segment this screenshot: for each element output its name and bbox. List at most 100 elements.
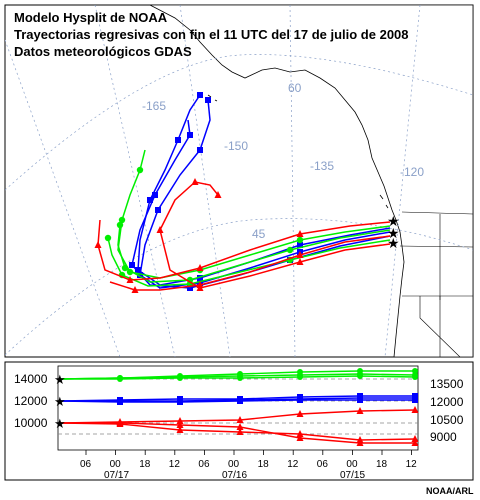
hour-tick-label: 06 (80, 459, 92, 470)
right-altitude-labels: 13500 12000 10500 9000 (430, 377, 464, 444)
trajectory-marker (121, 264, 129, 272)
lat-45-line (5, 218, 473, 356)
profile-marker (411, 439, 419, 446)
profile-marker (176, 426, 184, 433)
trajectory-marker (196, 284, 204, 291)
right-alt-label: 13500 (430, 377, 464, 391)
trajectory-marker (296, 258, 304, 265)
credit-label: NOAA/ARL (426, 486, 474, 496)
title-line-3: Datos meteorológicos GDAS (14, 44, 192, 59)
title-line-2: Trayectorias regresivas con fin el 11 UT… (14, 27, 409, 42)
star-icon: ★ (54, 395, 66, 410)
trajectory-line (109, 235, 391, 291)
trajectory-marker (116, 221, 124, 229)
source-star-icon: ★ (387, 214, 400, 230)
profile-marker (236, 428, 244, 435)
small-islands (207, 94, 389, 209)
political-boundaries (399, 211, 473, 357)
hour-tick-label: 12 (287, 459, 299, 470)
trajectory-marker (191, 178, 199, 185)
hour-tick-label: 06 (317, 459, 329, 470)
alaska-canada-coast (149, 5, 473, 357)
trajectory-marker (197, 92, 203, 98)
left-alt-label: 14000 (14, 372, 48, 386)
lon-120-line (384, 5, 421, 357)
profile-start-stars: ★ ★ ★ (54, 373, 66, 432)
trajectory-marker (94, 241, 102, 248)
profile-marker (237, 375, 243, 381)
trajectory-marker (196, 264, 204, 271)
hour-tick-label: 00 (110, 459, 122, 470)
trajectory-marker (175, 137, 181, 143)
profile-marker (296, 434, 304, 441)
trajectory-line (97, 219, 391, 281)
trajectory-marker (205, 97, 211, 103)
profile-marker (412, 374, 418, 380)
source-star-icon: ★ (387, 236, 400, 252)
trajectory-marker (129, 262, 135, 268)
trajectory-marker (286, 246, 294, 254)
trajectory-marker (187, 285, 193, 291)
trajectory-marker (136, 166, 144, 174)
profile-traces (59, 368, 419, 446)
trajectory-marker (126, 276, 134, 283)
profile-marker (116, 419, 124, 426)
title-line-1: Modelo Hysplit de NOAA (14, 10, 168, 25)
profile-marker (177, 375, 183, 381)
date-label: 07/17 (104, 470, 129, 481)
profile-marker (297, 397, 303, 403)
lat-60-line (5, 54, 473, 191)
hour-tick-label: 00 (228, 459, 240, 470)
profile-marker (236, 416, 244, 423)
profile-marker (412, 397, 418, 403)
profile-plot-box (57, 365, 419, 451)
lon-180-line (5, 39, 121, 357)
hour-tick-label: 06 (198, 459, 210, 470)
hour-tick-label: 18 (376, 459, 388, 470)
trajectory-marker (135, 267, 141, 273)
hour-ticks: 06 00 18 12 06 00 18 12 06 00 18 12 (80, 450, 417, 470)
profile-marker (237, 398, 243, 404)
profile-marker (411, 406, 419, 413)
hour-tick-label: 18 (258, 459, 270, 470)
title-block: Modelo Hysplit de NOAA Trayectorias regr… (14, 10, 409, 59)
profile-marker (297, 374, 303, 380)
profile-marker (356, 439, 364, 446)
profile-marker (176, 421, 184, 428)
wa-or-border (399, 245, 473, 248)
lon-135-line (289, 5, 296, 357)
hour-tick-label: 18 (139, 459, 151, 470)
lon-label-150: -150 (224, 139, 248, 153)
date-labels: 07/17 07/16 07/15 (104, 470, 365, 481)
right-alt-label: 9000 (430, 430, 457, 444)
trajectory-marker (155, 207, 161, 213)
profile-marker (296, 430, 304, 437)
profile-marker (357, 397, 363, 403)
trajectory-marker (197, 275, 203, 281)
trajectory-marker (296, 230, 304, 237)
profile-marker (236, 423, 244, 430)
source-stars: ★ ★ ★ (387, 214, 400, 252)
trajectory-marker (197, 147, 203, 153)
left-alt-label: 10000 (14, 416, 48, 430)
source-star-icon: ★ (387, 226, 400, 242)
map-panel: -165 -150 -135 -120 60 45 ★ ★ ★ Modelo H… (4, 4, 474, 358)
trajectory-marker (152, 192, 158, 198)
trajectory-marker (187, 132, 193, 138)
left-alt-label: 12000 (14, 394, 48, 408)
grid-labels: -165 -150 -135 -120 60 45 (142, 81, 424, 241)
hour-tick-label: 00 (346, 459, 358, 470)
profile-marker (177, 399, 183, 405)
lat-label-45: 45 (252, 227, 266, 241)
profile-marker (176, 417, 184, 424)
trajectory-line (117, 149, 391, 279)
lon-label-135: -135 (310, 159, 334, 173)
right-alt-label: 10500 (430, 413, 464, 427)
trajectory-marker (214, 191, 222, 198)
trajectories (94, 92, 391, 293)
trajectory-marker (131, 286, 139, 293)
right-alt-label: 12000 (430, 395, 464, 409)
trajectory-marker (297, 242, 303, 248)
left-altitude-labels: 14000 12000 10000 (14, 372, 48, 430)
